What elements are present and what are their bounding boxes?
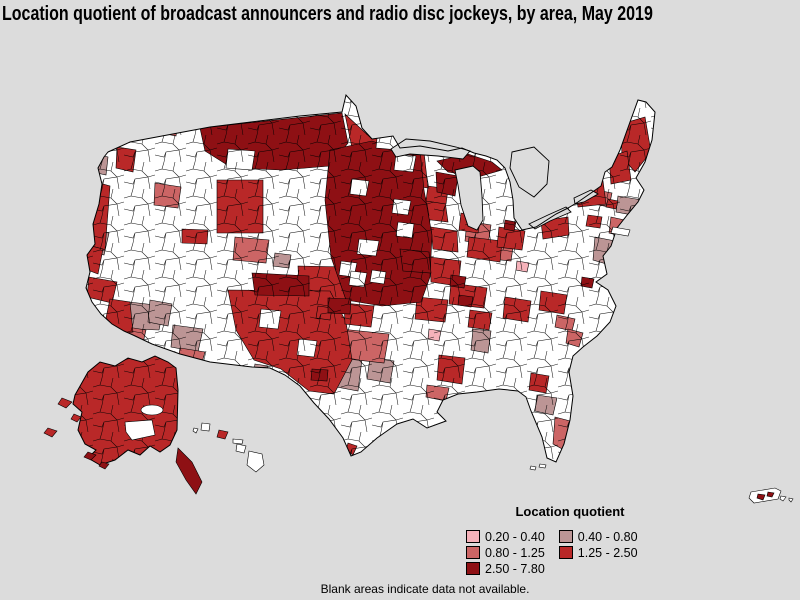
lake-superior — [390, 138, 471, 160]
legend-label: 0.40 - 0.80 — [577, 529, 638, 544]
legend-item: 0.80 - 1.25 — [466, 546, 545, 559]
legend-label: 2.50 - 7.80 — [485, 561, 545, 576]
lake-michigan — [454, 165, 484, 231]
aleutian-islands — [43, 397, 110, 470]
legend-item: 0.20 - 0.40 — [466, 530, 545, 543]
alaska — [43, 355, 203, 495]
legend-swatch-0.80-1.25 — [466, 546, 480, 559]
legend-label: 1.25 - 2.50 — [577, 545, 638, 560]
legend-swatch-2.50-7.80 — [466, 562, 480, 575]
legend-title: Location quotient — [515, 504, 625, 519]
legend-item: 2.50 - 7.80 — [466, 562, 545, 575]
us-mainland — [85, 94, 656, 463]
alaska-panhandle — [175, 447, 203, 495]
legend-swatch-0.40-0.80 — [558, 530, 573, 543]
florida-keys — [529, 463, 547, 471]
page-title: Location quotient of broadcast announcer… — [2, 3, 653, 25]
puerto-rico — [748, 487, 794, 504]
footnote: Blank areas indicate data not available. — [320, 582, 530, 596]
legend-column-1: 0.20 - 0.40 0.80 - 1.25 2.50 - 7.80 — [466, 530, 545, 575]
legend-column-2: 0.40 - 0.80 1.25 - 2.50 — [558, 529, 638, 575]
great-lakes — [390, 138, 599, 231]
hawaii — [192, 422, 265, 473]
legend-swatch-1.25-2.50 — [558, 546, 573, 559]
lake-huron — [509, 146, 550, 198]
legend-swatch-0.20-0.40 — [466, 530, 480, 543]
legend-item: 1.25 - 2.50 — [558, 545, 638, 560]
legend: Location quotient 0.20 - 0.40 0.80 - 1.2… — [452, 504, 688, 575]
legend-label: 0.20 - 0.40 — [485, 529, 545, 544]
long-island — [610, 226, 631, 237]
legend-label: 0.80 - 1.25 — [485, 545, 545, 560]
legend-item: 0.40 - 0.80 — [558, 529, 638, 544]
